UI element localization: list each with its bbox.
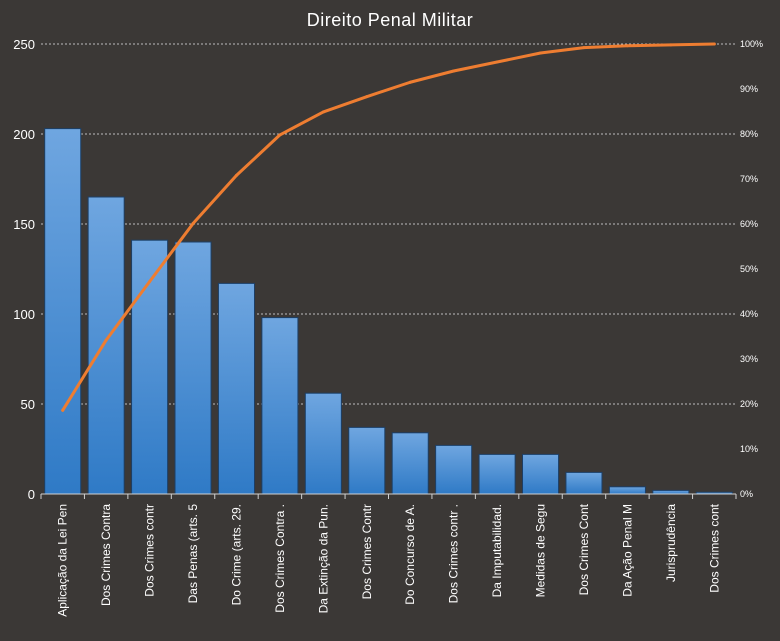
- x-tick-label: Dos Crimes contr .: [447, 504, 461, 603]
- y2-tick-label: 10%: [740, 444, 758, 454]
- bar: [391, 432, 429, 495]
- line-point: [61, 408, 65, 412]
- bar: [131, 239, 169, 495]
- bar: [261, 317, 299, 495]
- bar: [652, 489, 690, 495]
- y2-tick-label: 20%: [740, 399, 758, 409]
- y-tick-label: 150: [13, 217, 35, 232]
- line-point: [625, 44, 629, 48]
- bar: [565, 471, 603, 495]
- line-point: [278, 133, 282, 137]
- x-tick-label: Dos Crimes contr: [143, 504, 157, 597]
- y2-tick-label: 30%: [740, 354, 758, 364]
- bar: [217, 282, 255, 495]
- y2-tick-label: 100%: [740, 39, 763, 49]
- cumulative-line: [61, 42, 716, 412]
- line-point: [365, 95, 369, 99]
- y-axis-right: 0% 10% 20% 30% 40% 50% 60% 70% 80% 90% 100%: [740, 39, 763, 499]
- x-tick-label: Dos Crimes Contr: [360, 504, 374, 599]
- y-tick-label: 200: [13, 127, 35, 142]
- x-tick-label: Da Extinção da Pun.: [316, 504, 330, 613]
- x-tick-label: Dos Crimes Contra: [99, 504, 113, 606]
- x-tick-label: Dos Crimes Cont: [577, 503, 591, 595]
- y-tick-label: 100: [13, 307, 35, 322]
- bar: [348, 426, 386, 495]
- line-point: [669, 43, 673, 47]
- y-tick-label: 50: [21, 397, 35, 412]
- bar: [522, 453, 560, 495]
- y-tick-label: 0: [28, 487, 35, 502]
- bar-series: [44, 128, 733, 495]
- chart-title: Direito Penal Militar: [307, 10, 474, 30]
- line-point: [539, 51, 543, 55]
- y2-tick-label: 80%: [740, 129, 758, 139]
- x-tick-label: Do Concurso de A.: [403, 504, 417, 605]
- y2-tick-label: 40%: [740, 309, 758, 319]
- x-tick-label: Da Imputabilidad.: [490, 504, 504, 597]
- line-point: [191, 222, 195, 226]
- line-point: [234, 173, 238, 177]
- line-point: [452, 69, 456, 73]
- x-tick-label: Dos Crimes Contra .: [273, 504, 287, 613]
- bar: [174, 241, 212, 495]
- x-tick-label: Do Crime (arts. 29.: [229, 504, 243, 605]
- x-axis: Aplicação da Lei Pen Dos Crimes Contra Dos…: [40, 493, 737, 617]
- y-axis-left: 0 50 100 150 200 250: [13, 37, 35, 502]
- bar: [478, 453, 516, 495]
- y-tick-label: 250: [13, 37, 35, 52]
- line-point: [495, 60, 499, 64]
- x-tick-label: Aplicação da Lei Pen: [56, 504, 70, 617]
- y2-tick-label: 90%: [740, 84, 758, 94]
- x-tick-label: Medidas de Segu: [534, 504, 548, 597]
- bar: [44, 128, 82, 495]
- x-tick-label: Das Penas (arts. 5: [186, 504, 200, 604]
- y2-tick-label: 50%: [740, 264, 758, 274]
- x-tick-label: Da Ação Penal M: [620, 504, 634, 597]
- y2-tick-label: 0%: [740, 489, 753, 499]
- x-tick-label: Dos Crimes cont: [707, 503, 721, 592]
- x-tick-label: Jurisprudência: [664, 504, 678, 582]
- bar: [87, 196, 125, 495]
- bar: [304, 392, 342, 495]
- y2-tick-label: 70%: [740, 174, 758, 184]
- bar: [435, 444, 473, 495]
- line-point: [408, 80, 412, 84]
- y2-tick-label: 60%: [740, 219, 758, 229]
- line-point: [321, 110, 325, 114]
- line-point: [104, 338, 108, 342]
- line-point: [582, 46, 586, 50]
- line-point: [148, 280, 152, 284]
- line-point: [712, 42, 716, 46]
- bar: [608, 486, 646, 495]
- cumulative-series: [61, 42, 716, 412]
